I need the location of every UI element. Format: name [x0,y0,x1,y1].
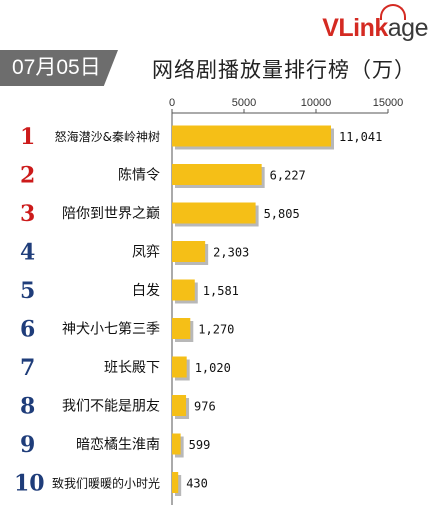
rank-number: 8 [20,394,35,420]
vlinkage-logo: VLinkage [322,14,428,43]
data-label: 430 [186,477,208,491]
category-label: 陈情令 [118,167,160,184]
chart-title: 网络剧播放量排行榜（万） [152,58,416,82]
date-badge: 07月05日 [0,50,118,86]
bar [172,202,256,224]
category-label: 陪你到世界之巅 [62,206,160,222]
bar [172,125,331,147]
rank-number: 1 [20,124,35,150]
rank-number: 9 [20,432,35,458]
rank-number: 2 [20,163,35,189]
data-label: 1,270 [198,323,234,337]
data-label: 1,020 [195,361,231,375]
rank-number: 7 [20,355,35,381]
bar [172,395,187,416]
category-label: 我们不能是朋友 [62,399,160,415]
rank-number: 3 [20,201,35,227]
rank-number: 5 [20,278,35,304]
x-tick-label: 10000 [301,97,332,109]
data-label: 976 [194,400,216,414]
rank-number: 10 [14,471,45,497]
data-label: 6,227 [270,169,306,183]
bar [172,356,187,378]
bar [172,433,181,455]
rank-number: 6 [20,317,35,343]
bar [172,279,195,301]
category-label: 白发 [132,283,160,299]
rank-number: 4 [20,240,35,266]
bar [172,472,179,493]
data-label: 599 [189,438,211,452]
x-tick-label: 5000 [232,97,256,109]
category-label: 怒海潜沙&秦岭神树 [55,129,160,144]
logo-arc-icon [380,4,406,20]
category-label: 班长殿下 [104,360,160,376]
data-label: 2,303 [213,246,249,260]
data-label: 1,581 [203,284,239,298]
bar [172,318,191,339]
data-label: 11,041 [339,130,382,144]
bar [172,241,206,262]
logo-link: Link [338,14,388,42]
category-label: 神犬小七第三季 [62,321,160,338]
logo-v: V [322,14,339,42]
x-tick-label: 15000 [373,97,404,109]
category-label: 致我们暖暖的小时光 [52,476,160,491]
data-label: 5,805 [264,207,300,221]
category-label: 暗恋橘生淮南 [76,436,160,453]
bar [172,164,262,185]
x-tick-label: 0 [169,97,175,109]
category-label: 凤弈 [132,245,160,261]
